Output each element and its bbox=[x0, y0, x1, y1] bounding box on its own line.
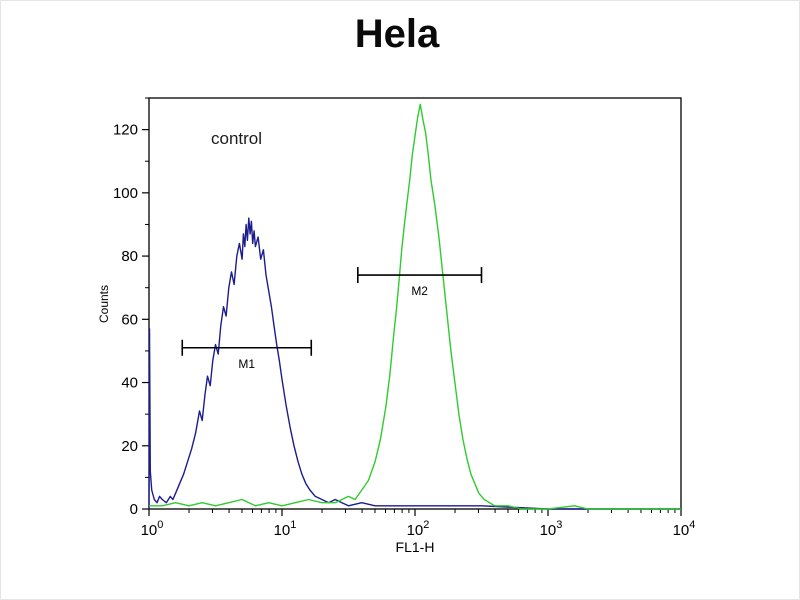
gate-markers: M1 M2 bbox=[181, 267, 483, 371]
y-tick-label: 120 bbox=[113, 122, 138, 139]
series-curves bbox=[148, 103, 681, 510]
y-tick-label: 20 bbox=[121, 438, 138, 455]
marker-M1: M1 bbox=[181, 339, 313, 371]
y-tick-label: 0 bbox=[130, 501, 138, 518]
x-tick-label: 104 bbox=[673, 519, 696, 539]
x-tick-label: 103 bbox=[540, 519, 563, 539]
x-tick-label: 100 bbox=[141, 519, 164, 539]
marker-label: M2 bbox=[411, 284, 428, 298]
chart-title: Hela bbox=[355, 12, 440, 56]
control-annotation: control bbox=[211, 129, 262, 148]
y-axis-label: Counts bbox=[97, 285, 111, 323]
axes: 0 20 40 60 80 100 120 100 101 102 103 104 bbox=[113, 97, 696, 539]
y-tick-label: 40 bbox=[121, 375, 138, 392]
series-control bbox=[148, 217, 681, 510]
y-tick-label: 100 bbox=[113, 185, 138, 202]
y-tick-label: 60 bbox=[121, 311, 138, 328]
series-sample bbox=[149, 103, 681, 510]
plot-border bbox=[148, 97, 682, 510]
y-tick-label: 80 bbox=[121, 248, 138, 265]
marker-M2: M2 bbox=[357, 267, 483, 298]
x-axis-label: FL1-H bbox=[396, 539, 435, 555]
x-tick-label: 101 bbox=[274, 519, 297, 539]
marker-label: M1 bbox=[238, 357, 255, 371]
x-tick-label: 102 bbox=[407, 519, 430, 539]
